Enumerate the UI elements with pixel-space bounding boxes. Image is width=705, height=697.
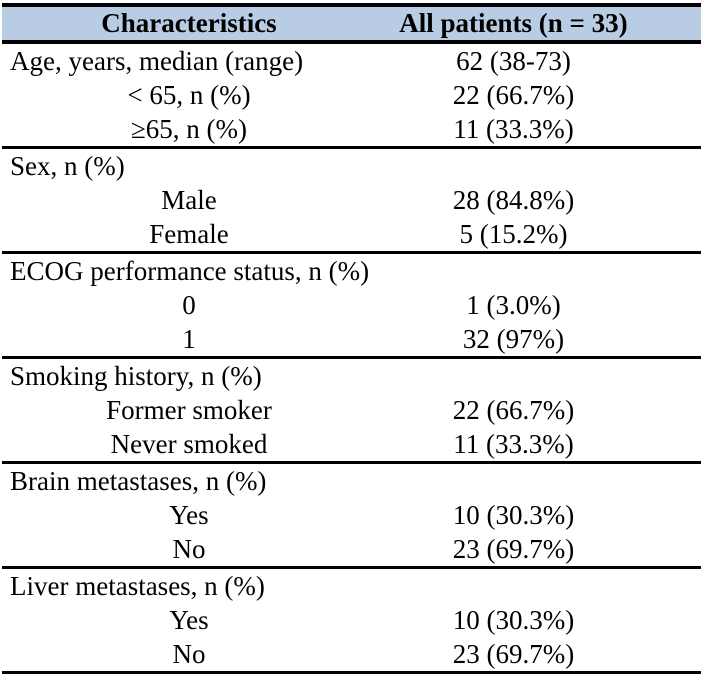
- table-row: Never smoked 11 (33.3%): [2, 427, 701, 464]
- table-row: Age, years, median (range) 62 (38-73): [2, 42, 701, 78]
- table-row: ≥65, n (%) 11 (33.3%): [2, 112, 701, 149]
- column-header-all-patients: All patients (n = 33): [375, 3, 701, 44]
- row-value: 22 (66.7%): [452, 80, 575, 110]
- row-label: Liver metastases, n (%): [10, 571, 265, 601]
- row-value: [376, 463, 701, 499]
- table-row: ECOG performance status, n (%): [2, 253, 701, 289]
- row-label: Former smoker: [106, 395, 272, 425]
- table-header-row: Characteristics All patients (n = 33): [2, 3, 701, 44]
- table-row: Smoking history, n (%): [2, 358, 701, 394]
- table-body: Age, years, median (range) 62 (38-73) < 65…: [2, 42, 701, 674]
- row-value: [376, 568, 701, 604]
- table-row: Male 28 (84.8%): [2, 183, 701, 217]
- row-label: Yes: [169, 605, 209, 635]
- row-value: 62 (38-73): [456, 46, 571, 76]
- row-label: 0: [182, 290, 196, 320]
- row-value: 32 (97%): [375, 322, 701, 359]
- table-row: No 23 (69.7%): [2, 637, 701, 674]
- row-value: [376, 358, 701, 394]
- row-value: 10 (30.3%): [452, 605, 575, 635]
- table-row: Brain metastases, n (%): [2, 463, 701, 499]
- table-row: Female 5 (15.2%): [2, 217, 701, 254]
- row-label: Smoking history, n (%): [10, 361, 262, 391]
- row-label: Yes: [169, 500, 209, 530]
- row-label: 1: [2, 322, 376, 359]
- row-value: [376, 253, 701, 289]
- row-label: Male: [161, 185, 217, 215]
- row-label: Never smoked: [2, 427, 376, 464]
- table-row: Former smoker 22 (66.7%): [2, 393, 701, 427]
- table-row: 0 1 (3.0%): [2, 288, 701, 322]
- patient-characteristics-table: Characteristics All patients (n = 33) Ag…: [2, 3, 701, 674]
- table-row: < 65, n (%) 22 (66.7%): [2, 78, 701, 112]
- row-label: Age, years, median (range): [10, 46, 304, 76]
- row-value: [376, 148, 701, 184]
- row-label: Brain metastases, n (%): [10, 466, 267, 496]
- table-row: Liver metastases, n (%): [2, 568, 701, 604]
- table-row: Yes 10 (30.3%): [2, 498, 701, 532]
- table-row: No 23 (69.7%): [2, 532, 701, 569]
- row-value: 1 (3.0%): [466, 290, 561, 320]
- row-value: 23 (69.7%): [375, 532, 701, 569]
- row-label: Sex, n (%): [10, 151, 125, 181]
- row-value: 28 (84.8%): [452, 185, 575, 215]
- table-row: Yes 10 (30.3%): [2, 603, 701, 637]
- row-label: ECOG performance status, n (%): [10, 256, 370, 286]
- row-value: 11 (33.3%): [375, 112, 701, 149]
- row-label: ≥65, n (%): [2, 112, 376, 149]
- row-value: 5 (15.2%): [375, 217, 701, 254]
- row-label: No: [2, 532, 376, 569]
- row-label: Female: [2, 217, 376, 254]
- column-header-characteristics: Characteristics: [2, 3, 376, 44]
- row-value: 10 (30.3%): [452, 500, 575, 530]
- row-value: 11 (33.3%): [375, 427, 701, 464]
- table-row: Sex, n (%): [2, 148, 701, 184]
- row-label: < 65, n (%): [127, 80, 251, 110]
- row-value: 22 (66.7%): [452, 395, 575, 425]
- row-value: 23 (69.7%): [375, 637, 701, 674]
- row-label: No: [2, 637, 376, 674]
- table-row: 1 32 (97%): [2, 322, 701, 359]
